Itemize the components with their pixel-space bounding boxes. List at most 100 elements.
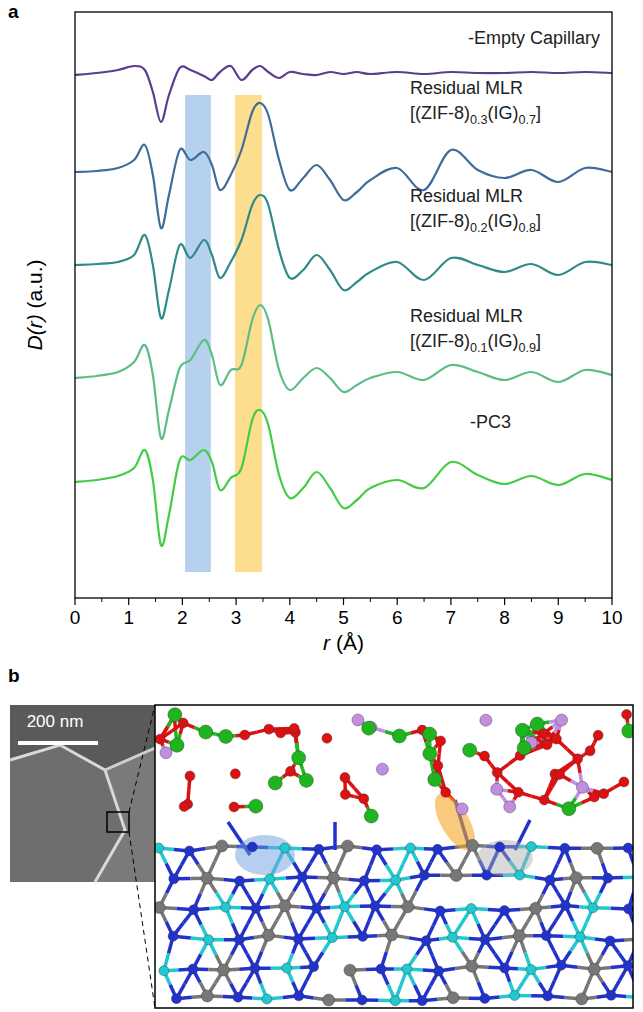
atom xyxy=(189,905,199,915)
atom xyxy=(155,902,165,914)
atom xyxy=(229,802,239,812)
atom xyxy=(391,875,401,885)
molecular-model xyxy=(155,705,633,1008)
atom xyxy=(376,964,386,974)
x-tick-label: 6 xyxy=(392,607,403,628)
atom xyxy=(622,724,633,738)
atom xyxy=(184,846,194,856)
zoom-line xyxy=(129,705,155,812)
series-label: Residual MLR [(ZIF-8)0.1(IG)0.9] xyxy=(410,306,541,355)
atom xyxy=(504,801,516,813)
atom xyxy=(247,842,257,852)
text-run: 0.9 xyxy=(519,341,537,355)
atom xyxy=(576,993,588,1005)
atom xyxy=(262,929,274,941)
atom xyxy=(265,874,275,884)
atom xyxy=(159,966,169,976)
atom xyxy=(500,963,510,973)
atom xyxy=(340,902,350,912)
atom xyxy=(556,960,566,970)
atom xyxy=(352,714,364,726)
atom xyxy=(262,994,272,1004)
atom xyxy=(530,902,542,914)
bond xyxy=(625,937,633,941)
highlight-band xyxy=(185,95,211,572)
text-run: 0.1 xyxy=(470,341,488,355)
atom xyxy=(234,935,244,945)
text-run: Residual MLR xyxy=(410,186,523,206)
atom xyxy=(434,966,444,976)
atom xyxy=(328,872,340,884)
atom xyxy=(264,724,274,734)
atom xyxy=(447,992,459,1004)
atom xyxy=(480,994,490,1004)
atom xyxy=(591,842,603,854)
atom xyxy=(327,933,337,943)
atom xyxy=(201,990,213,1002)
atom xyxy=(386,929,398,941)
atom xyxy=(482,870,492,880)
atom xyxy=(605,936,615,946)
x-minor-tick xyxy=(316,598,317,602)
atom xyxy=(560,901,570,911)
atom xyxy=(466,960,478,972)
x-minor-tick xyxy=(209,598,210,602)
atom xyxy=(314,844,324,854)
x-axis-title: r (Å) xyxy=(323,631,364,654)
atom xyxy=(170,738,184,752)
atom xyxy=(357,995,367,1005)
text-run: Residual MLR xyxy=(410,306,523,326)
atom xyxy=(541,931,551,941)
x-tick-label: 8 xyxy=(499,607,510,628)
atom xyxy=(390,996,400,1006)
plot-frame xyxy=(75,12,612,598)
x-tick-label: 0 xyxy=(70,607,81,628)
atom xyxy=(276,728,286,738)
bond xyxy=(623,875,633,879)
model-frame xyxy=(155,705,633,1008)
atom xyxy=(340,772,350,782)
text-run: (IG) xyxy=(488,211,519,231)
atom xyxy=(551,734,561,744)
atom xyxy=(419,870,429,880)
atom xyxy=(280,843,290,853)
atom xyxy=(294,991,304,1001)
atom xyxy=(624,904,633,914)
atom xyxy=(344,964,356,976)
atom xyxy=(417,996,427,1006)
x-tick-label: 3 xyxy=(231,607,242,628)
atom xyxy=(622,709,632,719)
text-run: (IG) xyxy=(488,103,519,123)
atom xyxy=(623,961,633,971)
atom xyxy=(279,900,291,912)
atom xyxy=(286,766,296,776)
atom xyxy=(480,714,492,726)
atom xyxy=(466,839,478,851)
label-line: Residual MLR xyxy=(410,78,523,98)
atom xyxy=(402,964,412,974)
atom xyxy=(179,802,189,812)
x-tick xyxy=(289,598,290,605)
label-line: -PC3 xyxy=(470,412,511,432)
atom xyxy=(340,789,350,799)
atom xyxy=(230,769,240,779)
scale-bar xyxy=(18,741,98,745)
x-tick xyxy=(397,598,398,605)
atom xyxy=(526,965,536,975)
x-tick-label: 2 xyxy=(177,607,188,628)
atom xyxy=(599,789,609,799)
atom xyxy=(556,714,568,726)
atom xyxy=(402,901,414,913)
x-minor-tick xyxy=(531,598,532,602)
model-ground xyxy=(155,705,633,1008)
text-run: ] xyxy=(536,103,541,123)
text-run: ] xyxy=(536,331,541,351)
label-line: [(ZIF-8)0.1(IG)0.9] xyxy=(410,331,541,355)
panel-label: b xyxy=(8,665,20,686)
text-run: [(ZIF-8) xyxy=(410,331,470,351)
x-tick-label: 7 xyxy=(446,607,457,628)
label-line: Residual MLR xyxy=(410,186,523,206)
atom xyxy=(435,906,445,916)
text-run: (a.u.) xyxy=(23,259,46,314)
atom xyxy=(322,733,332,743)
